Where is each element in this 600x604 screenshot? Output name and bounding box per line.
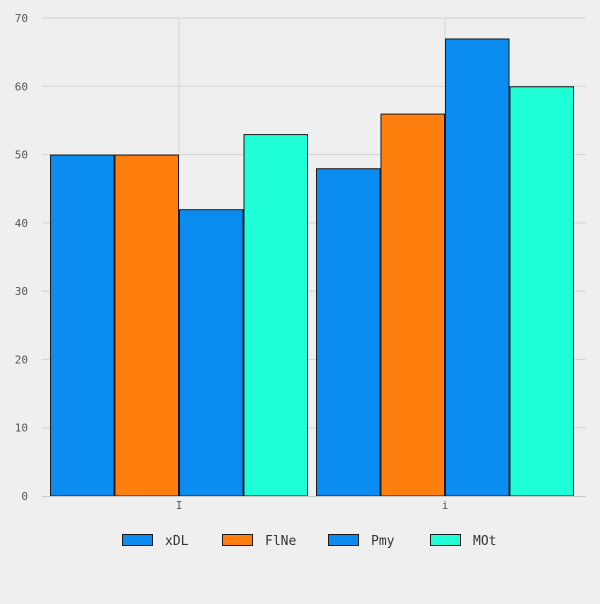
- y-tick-label: 70: [15, 12, 28, 25]
- legend-swatch-Pmy: [328, 534, 359, 546]
- bar-MOt-I: [243, 134, 308, 497]
- legend-label-xDL: xDL: [165, 534, 189, 549]
- bar-FlNe-I: [114, 154, 179, 497]
- bar-FlNe-i: [380, 113, 445, 497]
- legend: xDL FlNe Pmy MOt: [122, 534, 496, 549]
- legend-swatch-MOt: [430, 534, 461, 546]
- bar-xDL-I: [50, 154, 115, 497]
- bar-MOt-i: [509, 86, 574, 497]
- x-tick-label: i: [442, 499, 449, 512]
- y-tick-label: 40: [15, 217, 28, 230]
- y-tick-label: 60: [15, 80, 28, 93]
- bar-Pmy-i: [445, 38, 510, 497]
- bar-Pmy-I: [179, 209, 244, 497]
- legend-label-Pmy: Pmy: [371, 534, 395, 549]
- y-tick-label: 30: [15, 285, 28, 298]
- bar-xDL-i: [316, 168, 381, 497]
- axes: 0 10 20 30 40 50 60 70 I i: [15, 12, 586, 512]
- y-tick-label: 20: [15, 353, 28, 366]
- legend-swatch-xDL: [122, 534, 153, 546]
- legend-label-FlNe: FlNe: [265, 534, 296, 549]
- y-tick-label: 0: [21, 490, 28, 503]
- legend-label-MOt: MOt: [473, 534, 496, 549]
- y-tick-label: 10: [15, 422, 28, 435]
- legend-swatch-FlNe: [222, 534, 253, 546]
- x-tick-label: I: [176, 499, 183, 512]
- y-tick-label: 50: [15, 149, 28, 162]
- bars: [50, 38, 574, 497]
